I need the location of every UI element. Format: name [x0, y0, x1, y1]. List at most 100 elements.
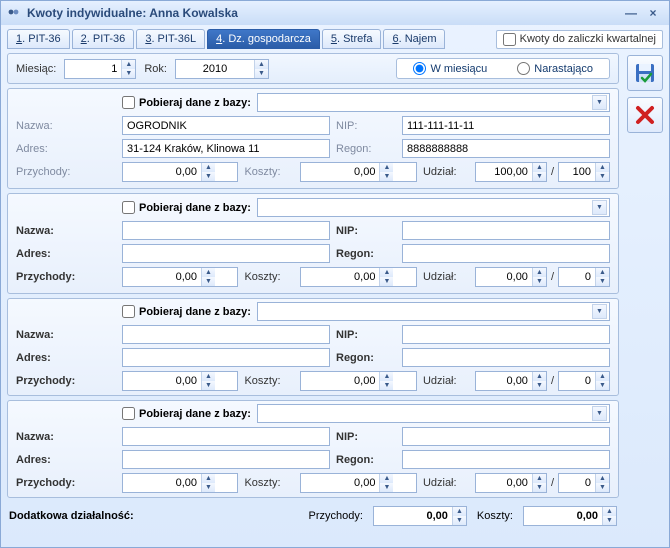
year-down[interactable]: ▼	[255, 69, 268, 78]
nazwa-input[interactable]	[122, 427, 330, 446]
nip-label: NIP:	[336, 225, 396, 237]
titlebar: Kwoty indywidualne: Anna Kowalska — ×	[1, 1, 669, 25]
regon-input[interactable]	[402, 244, 610, 263]
udzial-a-spinner[interactable]: ▲▼	[475, 371, 547, 391]
chevron-down-icon[interactable]: ▼	[592, 200, 607, 215]
regon-input[interactable]	[402, 348, 610, 367]
przychody-spinner[interactable]: ▲▼	[122, 473, 238, 493]
footer-przychody-label: Przychody:	[309, 510, 363, 522]
period-panel: Miesiąc: ▲▼ Rok: ▲▼ W miesiącu Narastają…	[7, 53, 619, 84]
koszty-spinner[interactable]: ▲▼	[300, 473, 416, 493]
tab-pit36l[interactable]: 3. PIT-36L	[136, 29, 205, 49]
business-group-1: Pobieraj dane z bazy:▼Nazwa:NIP:Adres:Re…	[7, 88, 619, 189]
nip-input[interactable]	[402, 116, 610, 135]
db-checkbox[interactable]: Pobieraj dane z bazy:	[122, 201, 251, 214]
adres-input[interactable]	[122, 348, 330, 367]
chevron-down-icon[interactable]: ▼	[592, 95, 607, 110]
tab-dz-gospodarcza[interactable]: 4. Dz. gospodarcza	[207, 29, 320, 49]
udzial-slash: /	[551, 271, 554, 283]
period-mode-group: W miesiącu Narastająco	[396, 58, 610, 79]
db-dropdown[interactable]: ▼	[257, 93, 610, 112]
chevron-down-icon[interactable]: ▼	[592, 406, 607, 421]
udzial-label: Udział:	[423, 477, 469, 489]
footer-title: Dodatkowa działalność:	[9, 510, 134, 522]
footer-row: Dodatkowa działalność: Przychody: ▲▼ Kos…	[7, 502, 619, 528]
nazwa-label: Nazwa:	[16, 225, 116, 237]
year-label: Rok:	[144, 63, 167, 75]
radio-month[interactable]: W miesiącu	[413, 62, 487, 75]
tab-strefa[interactable]: 5. Strefa	[322, 29, 382, 49]
footer-przychody[interactable]: ▲▼	[373, 506, 467, 526]
adres-input[interactable]	[122, 244, 330, 263]
side-toolbar	[625, 51, 669, 547]
business-group-2: Pobieraj dane z bazy:▼Nazwa:NIP:Adres:Re…	[7, 193, 619, 294]
db-dropdown[interactable]: ▼	[257, 198, 610, 217]
nip-label: NIP:	[336, 329, 396, 341]
nip-input[interactable]	[402, 221, 610, 240]
regon-label: Regon:	[336, 143, 396, 155]
koszty-spinner[interactable]: ▲▼	[300, 162, 416, 182]
nazwa-input[interactable]	[122, 116, 330, 135]
regon-label: Regon:	[336, 454, 396, 466]
nip-label: NIP:	[336, 431, 396, 443]
udzial-b-spinner[interactable]: ▲▼	[558, 267, 610, 287]
save-button[interactable]	[627, 55, 663, 91]
adres-label: Adres:	[16, 454, 116, 466]
adres-input[interactable]	[122, 139, 330, 158]
chevron-down-icon[interactable]: ▼	[592, 304, 607, 319]
minimize-button[interactable]: —	[621, 5, 641, 21]
quarterly-checkbox-input[interactable]	[503, 33, 516, 46]
przychody-label: Przychody:	[16, 271, 116, 283]
koszty-label: Koszty:	[244, 271, 294, 283]
udzial-b-spinner[interactable]: ▲▼	[558, 473, 610, 493]
nip-input[interactable]	[402, 325, 610, 344]
regon-input[interactable]	[402, 139, 610, 158]
przychody-spinner[interactable]: ▲▼	[122, 162, 238, 182]
db-checkbox[interactable]: Pobieraj dane z bazy:	[122, 407, 251, 420]
year-input[interactable]	[176, 60, 254, 78]
tab-pit36-2[interactable]: 2. PIT-36	[72, 29, 135, 49]
udzial-a-spinner[interactable]: ▲▼	[475, 473, 547, 493]
udzial-label: Udział:	[423, 271, 469, 283]
quarterly-checkbox[interactable]: Kwoty do zaliczki kwartalnej	[496, 30, 663, 49]
tabs: 1. PIT-36 2. PIT-36 3. PIT-36L 4. Dz. go…	[7, 29, 445, 49]
koszty-spinner[interactable]: ▲▼	[300, 267, 416, 287]
cancel-button[interactable]	[627, 97, 663, 133]
adres-label: Adres:	[16, 248, 116, 260]
radio-cumulative[interactable]: Narastająco	[517, 62, 593, 75]
db-checkbox[interactable]: Pobieraj dane z bazy:	[122, 96, 251, 109]
db-checkbox[interactable]: Pobieraj dane z bazy:	[122, 305, 251, 318]
month-down[interactable]: ▼	[122, 69, 135, 78]
month-input[interactable]	[65, 60, 121, 78]
udzial-a-spinner[interactable]: ▲▼	[475, 162, 547, 182]
nazwa-input[interactable]	[122, 221, 330, 240]
window-title: Kwoty indywidualne: Anna Kowalska	[27, 6, 238, 20]
udzial-a-spinner[interactable]: ▲▼	[475, 267, 547, 287]
koszty-label: Koszty:	[244, 375, 294, 387]
year-up[interactable]: ▲	[255, 60, 268, 69]
footer-koszty[interactable]: ▲▼	[523, 506, 617, 526]
udzial-slash: /	[551, 166, 554, 178]
udzial-b-spinner[interactable]: ▲▼	[558, 371, 610, 391]
tab-pit36-1[interactable]: 1. PIT-36	[7, 29, 70, 49]
nip-input[interactable]	[402, 427, 610, 446]
year-spinner[interactable]: ▲▼	[175, 59, 269, 79]
nazwa-label: Nazwa:	[16, 431, 116, 443]
przychody-label: Przychody:	[16, 477, 116, 489]
nazwa-input[interactable]	[122, 325, 330, 344]
regon-input[interactable]	[402, 450, 610, 469]
udzial-b-spinner[interactable]: ▲▼	[558, 162, 610, 182]
przychody-spinner[interactable]: ▲▼	[122, 267, 238, 287]
db-dropdown[interactable]: ▼	[257, 302, 610, 321]
month-up[interactable]: ▲	[122, 60, 135, 69]
adres-input[interactable]	[122, 450, 330, 469]
close-button[interactable]: ×	[643, 5, 663, 21]
regon-label: Regon:	[336, 352, 396, 364]
koszty-label: Koszty:	[244, 166, 294, 178]
db-dropdown[interactable]: ▼	[257, 404, 610, 423]
tab-najem[interactable]: 6. Najem	[383, 29, 445, 49]
udzial-label: Udział:	[423, 375, 469, 387]
koszty-spinner[interactable]: ▲▼	[300, 371, 416, 391]
przychody-spinner[interactable]: ▲▼	[122, 371, 238, 391]
month-spinner[interactable]: ▲▼	[64, 59, 136, 79]
